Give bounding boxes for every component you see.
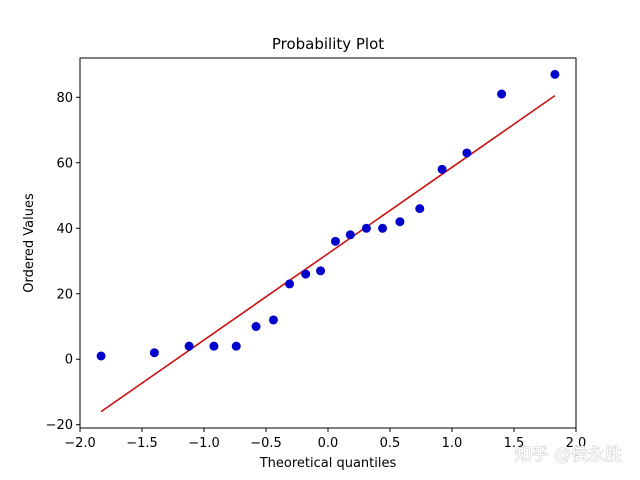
x-tick-label: −0.5 — [250, 436, 282, 451]
data-point — [550, 69, 560, 79]
data-point — [268, 315, 278, 325]
data-point — [251, 322, 261, 331]
y-axis-label: Ordered Values — [22, 193, 37, 293]
data-point — [231, 341, 241, 351]
data-point — [301, 269, 311, 279]
y-tick-label: −20 — [46, 418, 73, 433]
data-point — [361, 223, 371, 233]
x-tick-label: 1.0 — [442, 436, 463, 451]
plot-area — [96, 69, 560, 413]
axes-frame — [79, 57, 577, 429]
y-tick-label: 60 — [56, 156, 73, 171]
data-point — [345, 230, 355, 240]
y-tick-label: 40 — [56, 222, 73, 237]
data-point — [437, 164, 447, 174]
data-point — [462, 148, 472, 158]
data-point — [395, 217, 405, 227]
x-tick-label: 0.5 — [380, 436, 401, 451]
x-tick-label: 1.5 — [504, 436, 525, 451]
data-point — [316, 266, 326, 276]
x-tick-label: −1.0 — [188, 436, 220, 451]
watermark: 知乎 @侯永胜 — [515, 445, 622, 465]
y-tick-label: 0 — [65, 353, 73, 368]
y-tick-label: 80 — [56, 91, 73, 106]
data-point — [497, 89, 507, 99]
data-point — [209, 341, 219, 351]
x-tick-label: 0.0 — [318, 436, 339, 451]
data-point — [184, 341, 194, 351]
data-point — [378, 223, 388, 233]
chart-title: Probability Plot — [272, 35, 384, 53]
x-tick-label: −2.0 — [64, 436, 96, 451]
y-tick-label: 20 — [56, 287, 73, 302]
data-point — [96, 351, 106, 361]
x-axis-label: Theoretical quantiles — [259, 456, 397, 471]
fit-line — [100, 94, 556, 413]
data-point — [330, 236, 340, 246]
data-point — [415, 204, 425, 214]
data-point — [285, 279, 295, 289]
y-axis: −20 0 20 40 60 80 — [46, 91, 80, 433]
x-tick-label: 2.0 — [566, 436, 587, 451]
x-tick-label: −1.5 — [126, 436, 158, 451]
x-axis: −2.0 −1.5 −1.0 −0.5 0.0 0.5 1.0 1.5 2.0 — [64, 428, 586, 451]
data-point — [149, 348, 159, 358]
